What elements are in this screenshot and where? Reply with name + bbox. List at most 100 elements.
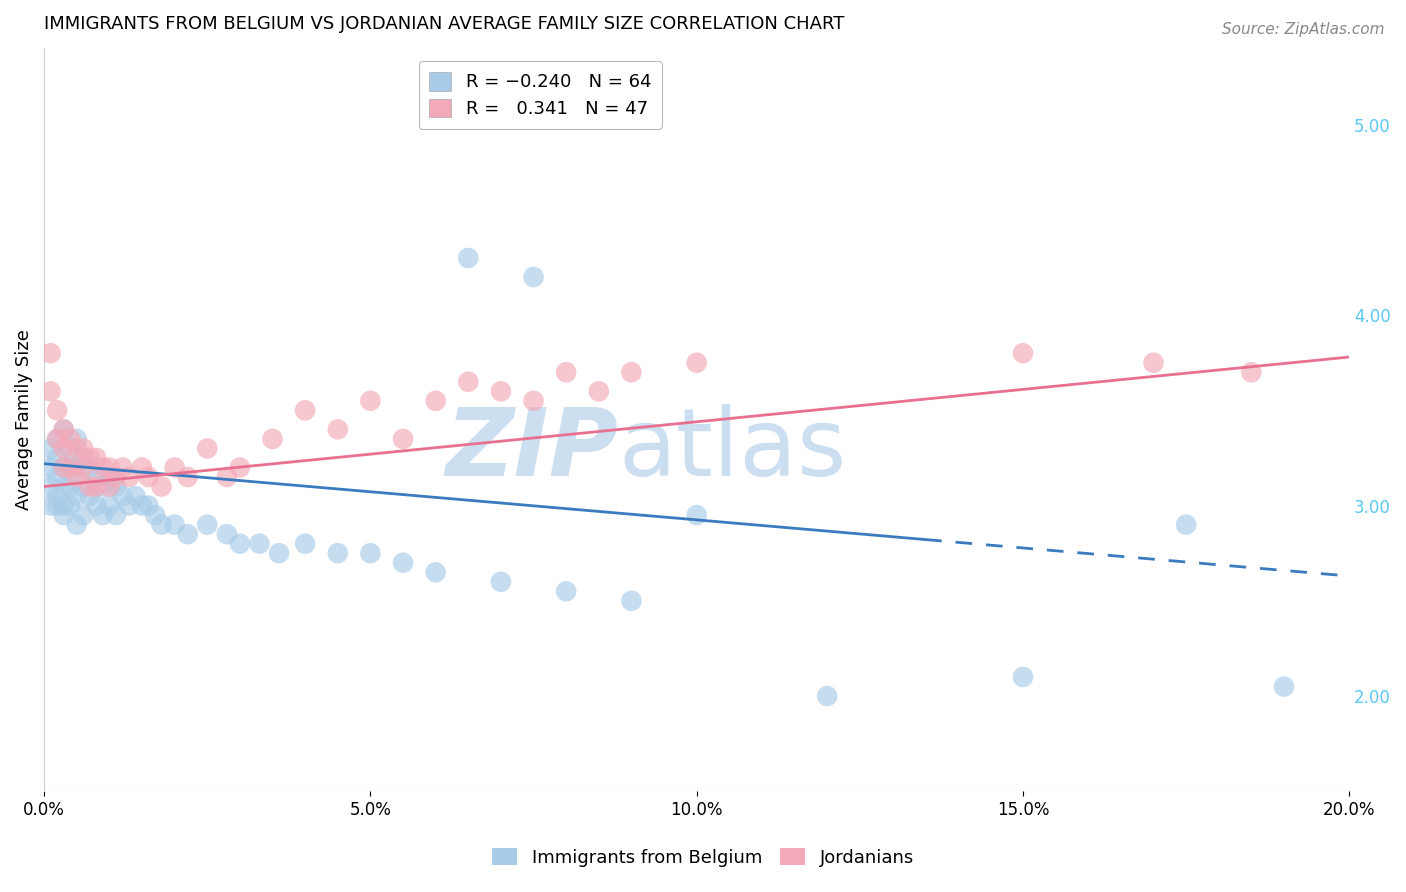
Legend: R = −0.240   N = 64, R =   0.341   N = 47: R = −0.240 N = 64, R = 0.341 N = 47 [419,62,662,128]
Point [72,450,94,465]
Point [46,470,69,484]
Point [66,470,89,484]
Point [59,460,82,475]
Point [229,460,252,475]
Point [79,450,101,465]
Point [72,508,94,522]
Point [131,460,153,475]
Point [98,470,121,484]
Point [66,460,89,475]
Point [555,365,578,379]
Point [1012,346,1035,360]
Point [1175,517,1198,532]
Point [425,566,447,580]
Point [52,422,75,436]
Point [66,442,89,456]
Point [359,546,381,560]
Point [195,442,218,456]
Point [52,460,75,475]
Point [79,479,101,493]
Text: atlas: atlas [619,403,846,496]
Point [163,460,186,475]
Point [104,479,127,493]
Point [215,527,238,541]
Point [686,508,709,522]
Point [118,499,141,513]
Point [1142,356,1164,370]
Point [86,450,108,465]
Point [1272,680,1295,694]
Point [457,375,479,389]
Point [86,479,108,493]
Point [72,479,94,493]
Point [39,460,62,475]
Point [392,556,415,570]
Point [229,537,252,551]
Point [150,517,173,532]
Point [72,460,94,475]
Point [522,270,544,285]
Point [46,489,69,503]
Point [59,479,82,493]
Point [815,689,838,703]
Point [39,499,62,513]
Point [52,460,75,475]
Point [91,479,114,493]
Point [59,460,82,475]
Point [262,432,284,446]
Point [59,442,82,456]
Point [294,537,316,551]
Point [52,422,75,436]
Point [46,450,69,465]
Point [620,594,643,608]
Point [326,422,349,436]
Point [522,393,544,408]
Point [39,346,62,360]
Point [52,442,75,456]
Point [1012,670,1035,684]
Point [489,384,512,399]
Point [620,365,643,379]
Point [39,479,62,493]
Point [588,384,610,399]
Point [46,499,69,513]
Point [104,470,127,484]
Point [91,460,114,475]
Point [425,393,447,408]
Point [195,517,218,532]
Point [111,489,134,503]
Text: IMMIGRANTS FROM BELGIUM VS JORDANIAN AVERAGE FAMILY SIZE CORRELATION CHART: IMMIGRANTS FROM BELGIUM VS JORDANIAN AVE… [44,15,845,33]
Text: ZIP: ZIP [446,403,619,496]
Point [392,432,415,446]
Point [163,517,186,532]
Point [124,489,146,503]
Point [79,460,101,475]
Point [138,499,160,513]
Point [39,384,62,399]
Point [111,460,134,475]
Point [131,499,153,513]
Point [555,584,578,599]
Point [150,479,173,493]
Point [86,499,108,513]
Point [1240,365,1263,379]
Point [72,442,94,456]
Point [686,356,709,370]
Point [294,403,316,417]
Point [98,479,121,493]
Point [215,470,238,484]
Point [176,470,198,484]
Point [52,499,75,513]
Point [86,470,108,484]
Point [39,442,62,456]
Point [138,470,160,484]
Text: Source: ZipAtlas.com: Source: ZipAtlas.com [1222,22,1385,37]
Point [59,499,82,513]
Point [52,508,75,522]
Point [326,546,349,560]
Legend: Immigrants from Belgium, Jordanians: Immigrants from Belgium, Jordanians [485,841,921,874]
Point [66,432,89,446]
Point [118,470,141,484]
Point [457,251,479,265]
Point [249,537,271,551]
